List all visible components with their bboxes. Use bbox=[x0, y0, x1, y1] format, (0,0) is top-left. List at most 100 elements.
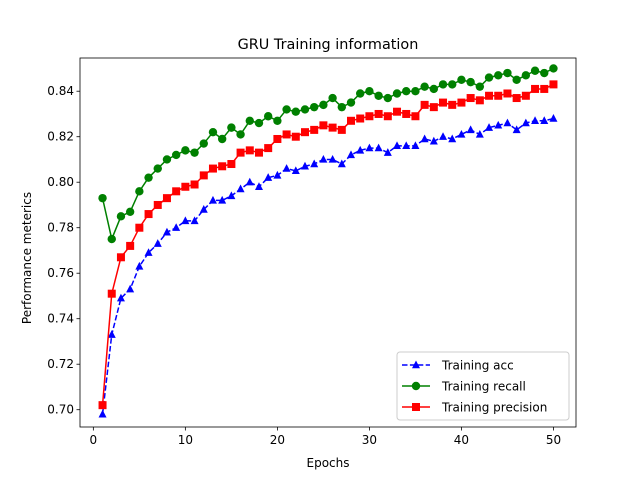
series-1-point-49 bbox=[540, 116, 549, 124]
series-2-point-50 bbox=[549, 64, 558, 73]
y-tick-label-0: 0.70 bbox=[47, 403, 74, 417]
x-tick-label-50: 50 bbox=[546, 433, 561, 447]
series-3-point-22 bbox=[291, 132, 300, 141]
series-1-point-35 bbox=[411, 141, 420, 150]
y-tick-label-5: 0.80 bbox=[47, 175, 74, 189]
series-3-point-34 bbox=[402, 109, 411, 118]
series-3-point-24 bbox=[310, 125, 319, 134]
series-2-point-17 bbox=[245, 116, 254, 125]
series-3-point-4 bbox=[126, 241, 135, 250]
series-1-point-22 bbox=[291, 166, 300, 175]
series-3-point-26 bbox=[328, 123, 337, 132]
series-2-point-41 bbox=[466, 77, 475, 87]
series-3-point-23 bbox=[300, 128, 309, 137]
series-3-point-25 bbox=[319, 121, 328, 130]
series-2-point-9 bbox=[171, 150, 181, 160]
y-axis-label: Performance meterics bbox=[20, 192, 34, 324]
series-2-point-12 bbox=[199, 139, 208, 148]
y-tick-label-4: 0.78 bbox=[47, 221, 74, 235]
series-2-point-35 bbox=[411, 87, 420, 96]
legend-label-3: Training precision bbox=[441, 401, 547, 415]
series-1-point-11 bbox=[190, 216, 199, 225]
series-2-point-49 bbox=[540, 68, 549, 78]
series-1-point-12 bbox=[199, 205, 208, 213]
series-3-point-41 bbox=[466, 94, 475, 103]
series-3-point-16 bbox=[236, 148, 245, 157]
series-1-point-38 bbox=[439, 132, 448, 140]
series-2-point-3 bbox=[116, 212, 126, 221]
series-3-point-18 bbox=[254, 148, 263, 157]
series-2-point-6 bbox=[144, 173, 153, 182]
series-3-point-39 bbox=[448, 100, 457, 109]
series-2-point-16 bbox=[236, 130, 245, 139]
series-1-point-14 bbox=[218, 195, 227, 204]
chart-title: GRU Training information bbox=[238, 37, 419, 53]
legend-marker-2 bbox=[411, 381, 421, 391]
series-1-point-33 bbox=[393, 141, 402, 150]
series-3-point-49 bbox=[540, 84, 549, 93]
series-1-point-45 bbox=[503, 118, 512, 127]
y-tick-label-3: 0.76 bbox=[47, 266, 74, 280]
series-1-point-36 bbox=[420, 134, 429, 143]
series-2-point-39 bbox=[448, 80, 457, 89]
series-2-point-7 bbox=[153, 164, 162, 173]
series-2-point-10 bbox=[181, 146, 190, 155]
series-2-point-44 bbox=[494, 71, 503, 80]
series-1-point-31 bbox=[374, 143, 383, 152]
series-1-point-13 bbox=[208, 195, 217, 204]
series-3-point-21 bbox=[282, 130, 291, 139]
series-1-point-10 bbox=[181, 216, 190, 225]
x-axis-label: Epochs bbox=[307, 456, 350, 470]
y-tick-label-6: 0.82 bbox=[47, 130, 74, 144]
series-3-point-7 bbox=[153, 200, 162, 209]
series-1-point-46 bbox=[512, 125, 521, 134]
series-3-point-20 bbox=[273, 134, 282, 143]
series-1-point-29 bbox=[356, 145, 365, 154]
series-2-point-22 bbox=[291, 107, 300, 116]
series-1-point-21 bbox=[282, 164, 291, 172]
x-tick-label-0: 0 bbox=[90, 433, 98, 447]
series-1-point-8 bbox=[162, 227, 171, 236]
series-2-point-11 bbox=[190, 148, 199, 157]
series-2-point-20 bbox=[273, 116, 282, 125]
series-3-point-45 bbox=[503, 89, 512, 98]
series-2-point-36 bbox=[420, 82, 429, 91]
series-1-point-42 bbox=[475, 129, 484, 138]
series-3-point-19 bbox=[264, 144, 273, 153]
series-3-point-28 bbox=[347, 116, 356, 125]
series-2-point-26 bbox=[328, 93, 337, 103]
series-1-point-18 bbox=[254, 182, 263, 190]
series-2-point-23 bbox=[300, 105, 310, 114]
series-2-point-34 bbox=[402, 87, 411, 96]
series-1-point-40 bbox=[457, 129, 466, 138]
series-3-point-38 bbox=[439, 98, 448, 107]
axes: 0 10 20 30 40 50 0.70 0.72 0.74 0.76 0.78 0.80 0.82 0… bbox=[47, 57, 577, 447]
series-3-point-42 bbox=[475, 96, 484, 105]
series-3-point-17 bbox=[245, 146, 254, 155]
series-3-point-48 bbox=[531, 84, 540, 93]
series-2-point-28 bbox=[346, 98, 356, 107]
series-3-point-37 bbox=[429, 103, 438, 112]
series-1-point-32 bbox=[383, 148, 392, 156]
series-1-point-16 bbox=[236, 184, 245, 193]
series-2-point-8 bbox=[162, 155, 172, 164]
series-1-point-37 bbox=[429, 136, 438, 145]
legend-label-1: Training acc bbox=[441, 359, 514, 373]
series-1-point-4 bbox=[126, 284, 135, 293]
series-3-point-40 bbox=[457, 98, 466, 107]
series-1-point-20 bbox=[273, 170, 282, 179]
x-tick-label-30: 30 bbox=[362, 433, 377, 447]
series-2-point-13 bbox=[208, 127, 218, 137]
legend-marker-3 bbox=[412, 403, 420, 411]
series-3-point-43 bbox=[485, 91, 494, 100]
series-2-point-43 bbox=[484, 73, 494, 82]
series-1-point-17 bbox=[245, 177, 254, 186]
series-1-point-47 bbox=[521, 118, 530, 127]
series-1-point-43 bbox=[485, 123, 494, 131]
series-2-point-32 bbox=[383, 93, 393, 103]
series-3-point-3 bbox=[116, 253, 125, 262]
series-1-point-27 bbox=[337, 159, 346, 168]
series-2-point-38 bbox=[438, 80, 448, 89]
series-3-point-31 bbox=[374, 109, 383, 118]
